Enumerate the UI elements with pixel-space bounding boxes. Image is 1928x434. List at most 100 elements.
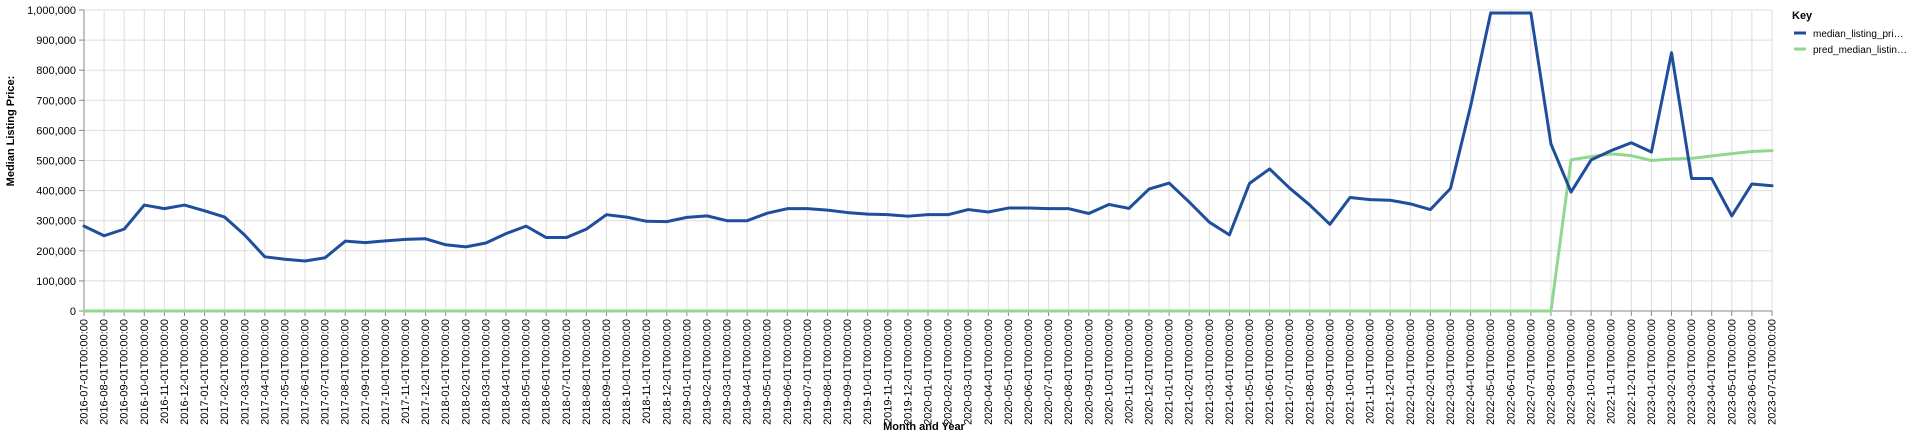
x-tick-label: 2020-06-01T00:00:00 bbox=[1023, 319, 1035, 425]
x-tick-label: 2023-04-01T00:00:00 bbox=[1706, 319, 1718, 425]
x-tick-label: 2023-05-01T00:00:00 bbox=[1726, 319, 1738, 425]
y-tick-label: 600,000 bbox=[36, 125, 76, 137]
x-tick-label: 2019-02-01T00:00:00 bbox=[701, 319, 713, 425]
y-tick-label: 800,000 bbox=[36, 65, 76, 77]
x-tick-label: 2020-08-01T00:00:00 bbox=[1063, 319, 1075, 425]
x-tick-label: 2019-08-01T00:00:00 bbox=[822, 319, 834, 425]
x-tick-label: 2022-03-01T00:00:00 bbox=[1445, 319, 1457, 425]
x-tick-label: 2017-07-01T00:00:00 bbox=[320, 319, 332, 425]
y-tick-label: 300,000 bbox=[36, 216, 76, 228]
x-tick-label: 2018-02-01T00:00:00 bbox=[460, 319, 472, 425]
x-tick-label: 2021-10-01T00:00:00 bbox=[1345, 319, 1357, 425]
x-tick-label: 2019-05-01T00:00:00 bbox=[762, 319, 774, 425]
x-tick-label: 2021-09-01T00:00:00 bbox=[1324, 319, 1336, 425]
y-tick-label: 200,000 bbox=[36, 246, 76, 258]
x-tick-label: 2022-10-01T00:00:00 bbox=[1586, 319, 1598, 425]
x-tick-label: 2022-06-01T00:00:00 bbox=[1505, 319, 1517, 425]
x-tick-label: 2017-01-01T00:00:00 bbox=[199, 319, 211, 425]
y-axis-title: Median Listing Price: bbox=[5, 76, 17, 187]
x-tick-label: 2019-01-01T00:00:00 bbox=[681, 319, 693, 425]
x-tick-label: 2017-06-01T00:00:00 bbox=[300, 319, 312, 425]
x-tick-label: 2017-02-01T00:00:00 bbox=[219, 319, 231, 425]
x-tick-label: 2020-12-01T00:00:00 bbox=[1144, 319, 1156, 425]
y-tick-label: 700,000 bbox=[36, 95, 76, 107]
x-tick-label: 2018-05-01T00:00:00 bbox=[521, 319, 533, 425]
series-line-median-listing-price bbox=[82, 11, 1774, 263]
x-tick-label: 2021-07-01T00:00:00 bbox=[1284, 319, 1296, 425]
x-tick-label: 2020-04-01T00:00:00 bbox=[983, 319, 995, 425]
x-axis: 2016-07-01T00:00:00 2016-08-01T00:00:00 20… bbox=[79, 310, 1779, 425]
y-axis: 0 100,000 200,000 300,000 400,000 500,000 600,… bbox=[27, 5, 85, 318]
x-tick-label: 2017-12-01T00:00:00 bbox=[420, 319, 432, 425]
x-tick-label: 2021-01-01T00:00:00 bbox=[1164, 319, 1176, 425]
series-line-pred-median-listing-price bbox=[82, 149, 1774, 313]
y-tick-label: 0 bbox=[70, 306, 76, 318]
x-tick-label: 2017-09-01T00:00:00 bbox=[360, 319, 372, 425]
x-tick-label: 2017-05-01T00:00:00 bbox=[279, 319, 291, 425]
gridlines bbox=[83, 9, 1773, 312]
x-tick-label: 2020-07-01T00:00:00 bbox=[1043, 319, 1055, 425]
x-tick-label: 2018-03-01T00:00:00 bbox=[480, 319, 492, 425]
legend: Key median_listing_pri… pred_median_listi… bbox=[1792, 10, 1907, 56]
x-tick-label: 2022-05-01T00:00:00 bbox=[1485, 319, 1497, 425]
x-tick-label: 2017-10-01T00:00:00 bbox=[380, 319, 392, 425]
x-tick-label: 2016-10-01T00:00:00 bbox=[139, 319, 151, 425]
x-tick-label: 2019-03-01T00:00:00 bbox=[722, 319, 734, 425]
x-tick-label: 2023-03-01T00:00:00 bbox=[1686, 319, 1698, 425]
x-tick-label: 2018-07-01T00:00:00 bbox=[561, 319, 573, 425]
x-tick-label: 2018-10-01T00:00:00 bbox=[621, 319, 633, 425]
x-tick-label: 2020-03-01T00:00:00 bbox=[963, 319, 975, 425]
x-tick-label: 2020-10-01T00:00:00 bbox=[1103, 319, 1115, 425]
x-tick-label: 2021-02-01T00:00:00 bbox=[1184, 319, 1196, 425]
x-tick-label: 2019-04-01T00:00:00 bbox=[742, 319, 754, 425]
legend-label: median_listing_pri… bbox=[1813, 29, 1904, 40]
y-tick-label: 1,000,000 bbox=[27, 5, 76, 17]
x-tick-label: 2018-04-01T00:00:00 bbox=[501, 319, 513, 425]
x-tick-label: 2019-12-01T00:00:00 bbox=[902, 319, 914, 425]
x-tick-label: 2021-04-01T00:00:00 bbox=[1224, 319, 1236, 425]
x-tick-label: 2017-03-01T00:00:00 bbox=[239, 319, 251, 425]
x-tick-label: 2019-07-01T00:00:00 bbox=[802, 319, 814, 425]
legend-label: pred_median_listin… bbox=[1813, 45, 1907, 56]
y-tick-label: 400,000 bbox=[36, 186, 76, 198]
x-tick-label: 2020-05-01T00:00:00 bbox=[1003, 319, 1015, 425]
x-tick-label: 2020-01-01T00:00:00 bbox=[923, 319, 935, 425]
x-tick-label: 2016-08-01T00:00:00 bbox=[99, 319, 111, 425]
x-tick-label: 2016-07-01T00:00:00 bbox=[79, 319, 91, 425]
x-tick-label: 2018-11-01T00:00:00 bbox=[641, 319, 653, 424]
x-tick-label: 2018-12-01T00:00:00 bbox=[661, 319, 673, 425]
x-tick-label: 2021-05-01T00:00:00 bbox=[1244, 319, 1256, 425]
x-tick-label: 2022-01-01T00:00:00 bbox=[1405, 319, 1417, 425]
x-tick-label: 2021-12-01T00:00:00 bbox=[1385, 319, 1397, 425]
x-tick-label: 2017-08-01T00:00:00 bbox=[340, 319, 352, 425]
x-tick-label: 2019-11-01T00:00:00 bbox=[882, 319, 894, 424]
x-tick-label: 2022-02-01T00:00:00 bbox=[1425, 319, 1437, 425]
x-tick-label: 2018-06-01T00:00:00 bbox=[541, 319, 553, 425]
x-tick-label: 2016-12-01T00:00:00 bbox=[179, 319, 191, 425]
x-tick-label: 2023-02-01T00:00:00 bbox=[1666, 319, 1678, 425]
x-tick-label: 2017-04-01T00:00:00 bbox=[259, 319, 271, 425]
x-tick-label: 2023-07-01T00:00:00 bbox=[1767, 319, 1779, 425]
x-tick-label: 2016-09-01T00:00:00 bbox=[119, 319, 131, 425]
x-tick-label: 2018-01-01T00:00:00 bbox=[440, 319, 452, 425]
legend-title: Key bbox=[1792, 10, 1813, 22]
x-tick-label: 2022-12-01T00:00:00 bbox=[1626, 319, 1638, 425]
x-tick-label: 2017-11-01T00:00:00 bbox=[400, 319, 412, 424]
x-tick-label: 2019-10-01T00:00:00 bbox=[862, 319, 874, 425]
x-tick-label: 2018-09-01T00:00:00 bbox=[601, 319, 613, 425]
x-tick-label: 2022-11-01T00:00:00 bbox=[1606, 319, 1618, 424]
x-tick-label: 2021-08-01T00:00:00 bbox=[1304, 319, 1316, 425]
series-lines bbox=[82, 11, 1774, 313]
x-tick-label: 2022-07-01T00:00:00 bbox=[1525, 319, 1537, 425]
x-tick-label: 2022-04-01T00:00:00 bbox=[1465, 319, 1477, 425]
x-tick-label: 2016-11-01T00:00:00 bbox=[159, 319, 171, 424]
x-tick-label: 2022-09-01T00:00:00 bbox=[1566, 319, 1578, 425]
x-tick-label: 2021-06-01T00:00:00 bbox=[1264, 319, 1276, 425]
x-tick-label: 2020-11-01T00:00:00 bbox=[1123, 319, 1135, 424]
x-tick-label: 2022-08-01T00:00:00 bbox=[1545, 319, 1557, 425]
x-tick-label: 2019-09-01T00:00:00 bbox=[842, 319, 854, 425]
x-tick-label: 2019-06-01T00:00:00 bbox=[782, 319, 794, 425]
x-tick-label: 2018-08-01T00:00:00 bbox=[581, 319, 593, 425]
x-tick-label: 2020-09-01T00:00:00 bbox=[1083, 319, 1095, 425]
